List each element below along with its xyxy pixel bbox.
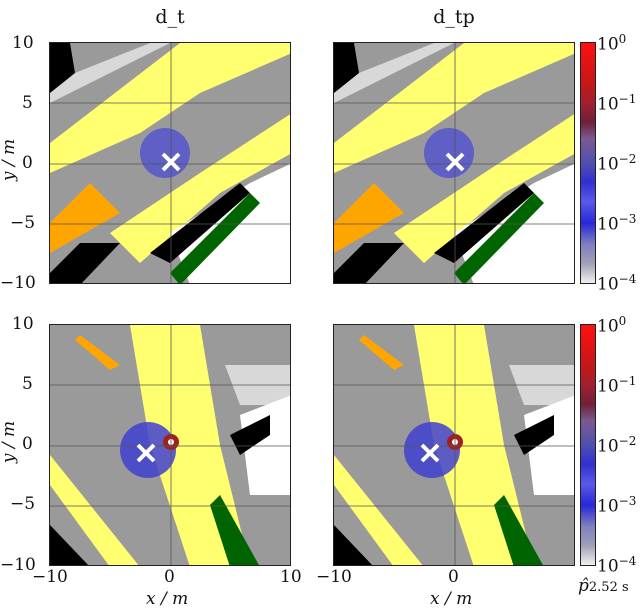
ytick: 5: [22, 93, 33, 113]
ytick: 5: [22, 374, 33, 394]
heatmap-panel-bottom-left: [49, 324, 291, 566]
colorbar-tick: 10−4: [597, 554, 637, 577]
ytick: −10: [0, 555, 36, 575]
heatmap-panel-d-t: [49, 42, 291, 284]
colorbar-tick: 10−4: [597, 272, 637, 295]
xtick: 0: [448, 567, 459, 587]
colorbar-tick: 100: [597, 32, 627, 55]
colorbar-tick: 10−3: [597, 494, 637, 517]
colorbar-tick: 10−1: [597, 92, 637, 115]
xtick: 10: [280, 567, 302, 587]
colorbar-top: [580, 42, 596, 284]
y-axis-label: y / m: [0, 138, 20, 182]
y-axis-label: y / m: [0, 420, 20, 464]
colorbar-tick: 10−3: [597, 212, 637, 235]
xtick: 0: [164, 567, 175, 587]
ytick: 10: [12, 314, 34, 334]
ytick: 0: [22, 153, 33, 173]
colorbar-tick: 10−2: [597, 152, 637, 175]
x-axis-label: x / m: [430, 589, 473, 609]
colorbar-tick: 100: [597, 314, 627, 337]
ytick: 10: [12, 33, 34, 53]
title-d-t: d_t: [155, 6, 185, 28]
colorbar-tick: 10−1: [597, 374, 637, 397]
ytick: −5: [10, 213, 36, 233]
x-axis-label: x / m: [146, 589, 189, 609]
heatmap-panel-d-tp: [333, 42, 575, 284]
colorbar-label: p̂2.52 s: [578, 576, 629, 596]
ytick: −5: [10, 494, 36, 514]
xtick: −10: [316, 567, 352, 587]
ytick: 0: [22, 434, 33, 454]
ytick: −10: [0, 273, 36, 293]
heatmap-panel-bottom-right: [333, 324, 575, 566]
title-d-tp: d_tp: [433, 6, 475, 28]
colorbar-tick: 10−2: [597, 434, 637, 457]
xtick: −10: [32, 567, 68, 587]
colorbar-bottom: [580, 324, 596, 566]
